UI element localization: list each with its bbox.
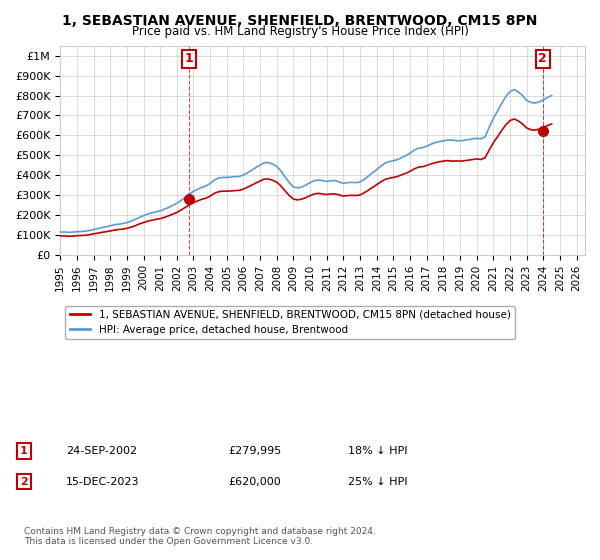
- Text: 24-SEP-2002: 24-SEP-2002: [66, 446, 137, 456]
- Text: 1: 1: [185, 52, 193, 65]
- Text: 18% ↓ HPI: 18% ↓ HPI: [348, 446, 407, 456]
- Text: 25% ↓ HPI: 25% ↓ HPI: [348, 477, 407, 487]
- Text: £620,000: £620,000: [228, 477, 281, 487]
- Text: 1: 1: [20, 446, 28, 456]
- Text: Price paid vs. HM Land Registry's House Price Index (HPI): Price paid vs. HM Land Registry's House …: [131, 25, 469, 38]
- Legend: 1, SEBASTIAN AVENUE, SHENFIELD, BRENTWOOD, CM15 8PN (detached house), HPI: Avera: 1, SEBASTIAN AVENUE, SHENFIELD, BRENTWOO…: [65, 306, 515, 339]
- Text: 1, SEBASTIAN AVENUE, SHENFIELD, BRENTWOOD, CM15 8PN: 1, SEBASTIAN AVENUE, SHENFIELD, BRENTWOO…: [62, 14, 538, 28]
- Text: 15-DEC-2023: 15-DEC-2023: [66, 477, 139, 487]
- Text: £279,995: £279,995: [228, 446, 281, 456]
- Text: 2: 2: [538, 52, 547, 65]
- Text: Contains HM Land Registry data © Crown copyright and database right 2024.
This d: Contains HM Land Registry data © Crown c…: [24, 526, 376, 546]
- Text: 2: 2: [20, 477, 28, 487]
